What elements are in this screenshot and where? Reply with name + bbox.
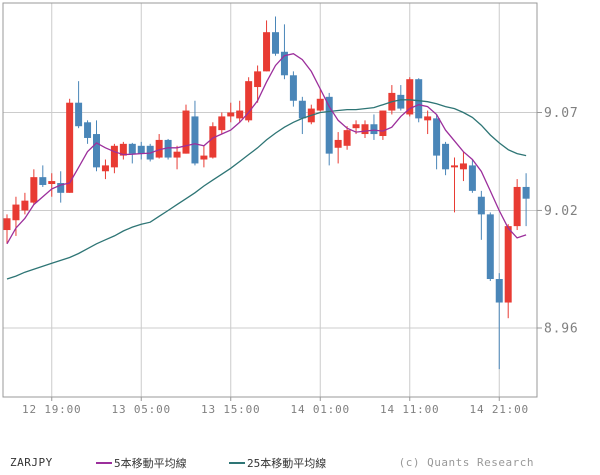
candle-body bbox=[522, 186, 530, 199]
candle-body bbox=[93, 134, 100, 168]
candle-body bbox=[173, 151, 181, 158]
candle-body bbox=[12, 204, 20, 221]
candle-body bbox=[415, 79, 423, 119]
candle-body bbox=[397, 94, 405, 109]
candle-body bbox=[325, 96, 333, 154]
candle-body bbox=[370, 124, 378, 135]
candle-body bbox=[110, 145, 118, 168]
candle-body bbox=[254, 71, 262, 88]
plot-border bbox=[2, 2, 538, 398]
candle-body bbox=[57, 183, 65, 193]
legend: ZARJPY 5本移動平均線 25本移動平均線 (c) Quants Resea… bbox=[0, 451, 600, 475]
candle-body bbox=[379, 110, 387, 137]
symbol-label: ZARJPY bbox=[10, 456, 53, 469]
candle-body bbox=[280, 51, 288, 76]
ma5-line bbox=[6, 53, 527, 245]
y-tick-label: 8.96 bbox=[544, 321, 579, 336]
candle-body bbox=[48, 181, 56, 185]
x-tick-label: 13 15:00 bbox=[201, 403, 260, 416]
candle-body bbox=[495, 279, 503, 303]
candle-body bbox=[289, 75, 297, 101]
x-tick-label: 13 05:00 bbox=[112, 403, 171, 416]
y-tick-label: 9.02 bbox=[544, 204, 579, 219]
candle-body bbox=[442, 143, 450, 170]
candle-body bbox=[191, 116, 199, 164]
candle-body bbox=[361, 124, 369, 135]
candle-body bbox=[316, 98, 324, 111]
candle-body bbox=[21, 200, 29, 211]
ma25-line bbox=[6, 99, 527, 280]
candle-body bbox=[75, 102, 83, 127]
candle-body bbox=[343, 130, 351, 146]
candle-body bbox=[155, 139, 163, 158]
candle-body bbox=[39, 177, 47, 185]
candle-body bbox=[298, 100, 306, 119]
candle-body bbox=[66, 102, 74, 193]
x-tick-label: 14 01:00 bbox=[291, 403, 350, 416]
candle-body bbox=[486, 214, 494, 280]
candle-body bbox=[3, 218, 11, 231]
copyright-label: (c) Quants Research bbox=[398, 456, 534, 469]
candle-body bbox=[513, 186, 521, 227]
x-tick-label: 14 11:00 bbox=[380, 403, 439, 416]
ma25-line-swatch bbox=[229, 462, 245, 464]
candle-body bbox=[182, 110, 190, 154]
candle-body bbox=[128, 143, 136, 154]
candle-body bbox=[272, 32, 279, 54]
candle-body bbox=[459, 163, 467, 170]
candle-body bbox=[263, 32, 271, 72]
candle-body bbox=[137, 145, 145, 154]
candle-body bbox=[504, 226, 512, 303]
y-tick-label: 9.07 bbox=[544, 106, 579, 121]
candle-body bbox=[164, 139, 172, 158]
candle-body bbox=[200, 155, 208, 160]
candle-body bbox=[245, 81, 253, 121]
candle-body bbox=[334, 139, 342, 148]
ma5-line-swatch bbox=[96, 462, 112, 464]
candle-body bbox=[101, 165, 109, 172]
candle-body bbox=[84, 122, 92, 138]
candle-body bbox=[227, 112, 235, 117]
candle-body bbox=[119, 143, 127, 156]
chart-svg: 12 19:00 13 05:00 13 15:00 14 01:00 14 11:00… bbox=[2, 2, 579, 416]
candle-body bbox=[30, 177, 38, 203]
candle-body bbox=[433, 118, 441, 156]
candle-body bbox=[477, 196, 485, 215]
candle-body bbox=[209, 126, 217, 158]
candlestick-chart: 12 19:00 13 05:00 13 15:00 14 01:00 14 11:00… bbox=[2, 2, 579, 416]
candle-body bbox=[468, 165, 476, 191]
candle-body bbox=[424, 116, 432, 121]
ma5-legend-label: 5本移動平均線 bbox=[114, 457, 187, 470]
candle-body bbox=[352, 124, 360, 129]
candle-body bbox=[451, 165, 458, 168]
candle-body bbox=[236, 110, 244, 119]
x-tick-label: 12 19:00 bbox=[22, 403, 81, 416]
candle-body bbox=[218, 116, 226, 131]
ma25-legend-label: 25本移動平均線 bbox=[247, 457, 327, 470]
candle-body bbox=[406, 79, 414, 115]
x-tick-label: 14 21:00 bbox=[470, 403, 529, 416]
